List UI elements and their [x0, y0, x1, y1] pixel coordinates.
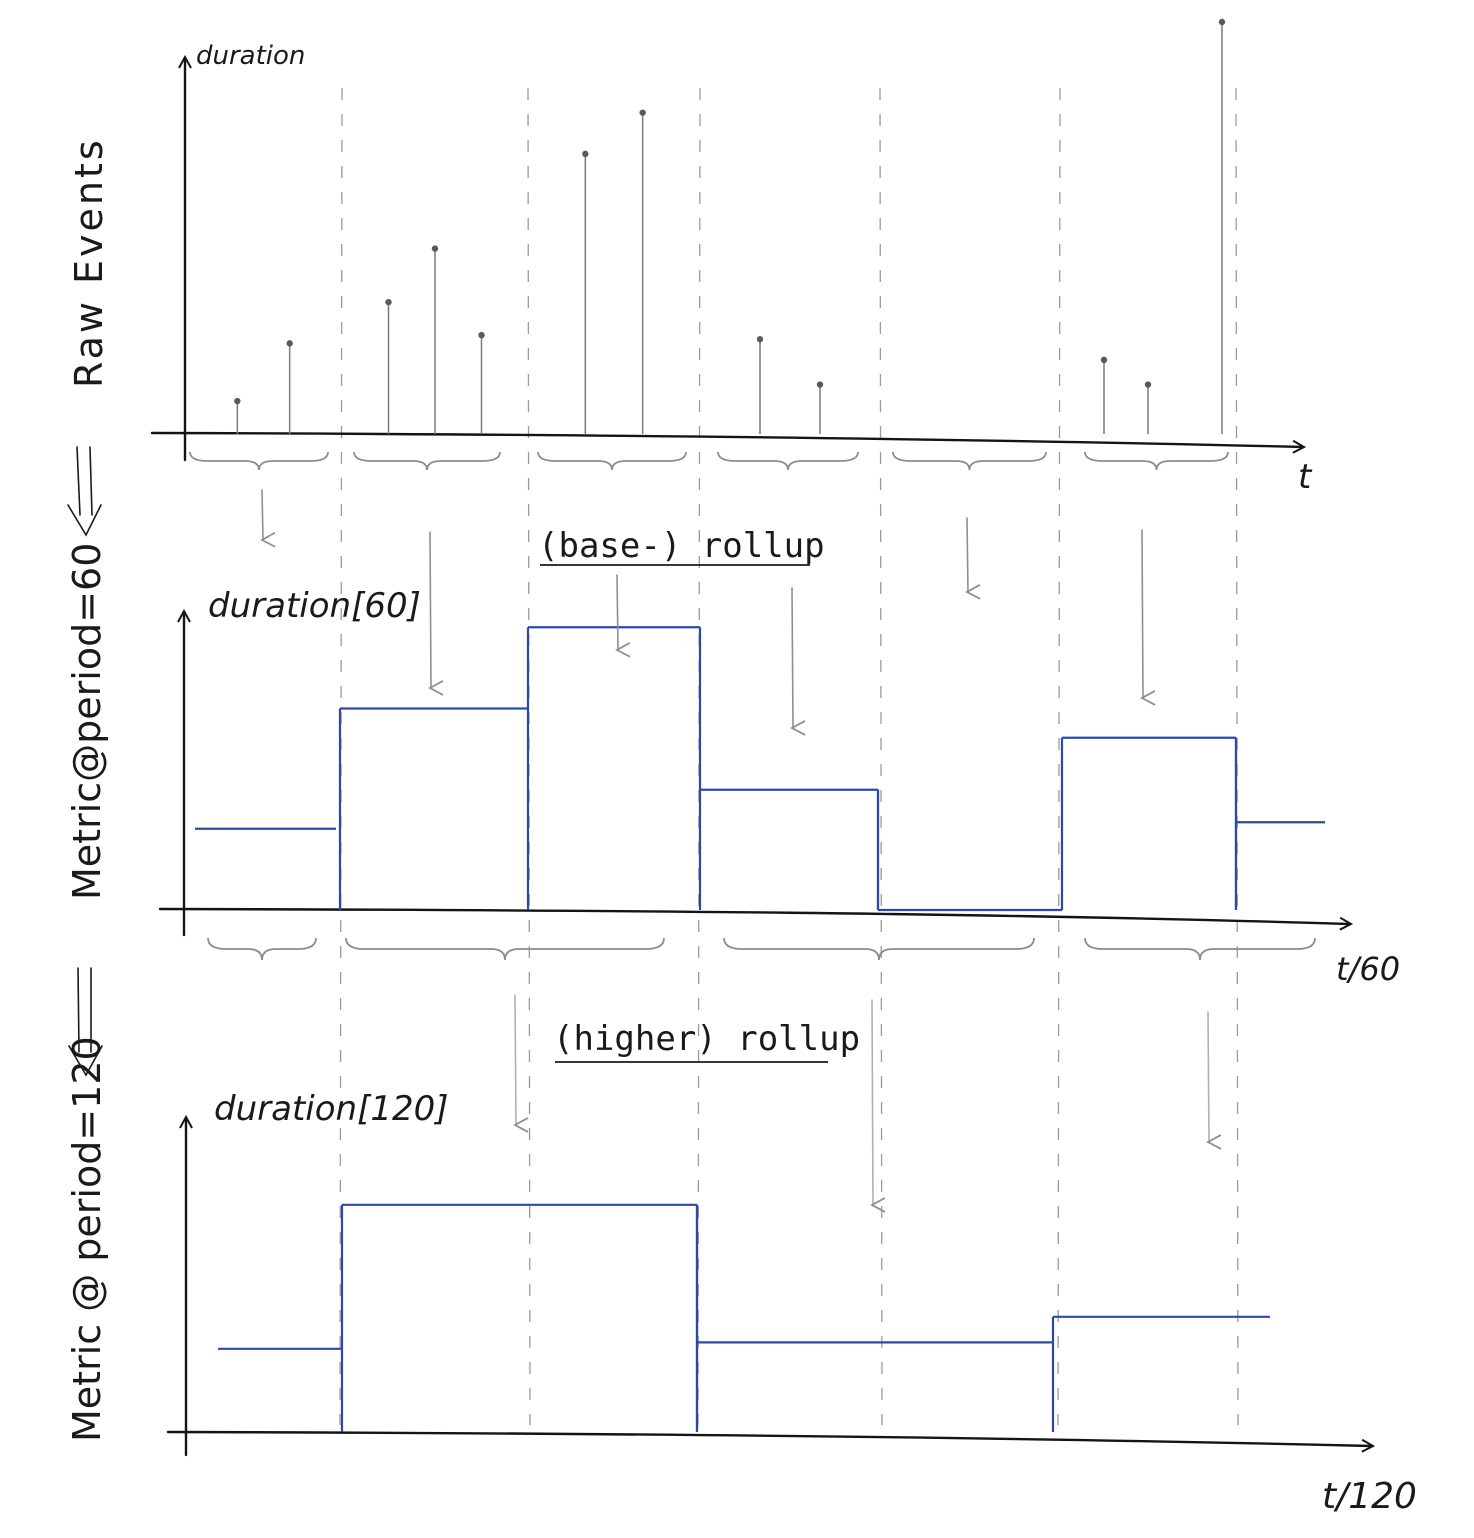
p60-interval-brace: [207, 937, 317, 961]
period-60-panel: duration[60] t/60 Metric@period=60: [65, 543, 1400, 988]
p60-interval-brace: [345, 937, 665, 961]
transition-arrow-1: [67, 446, 102, 537]
p120-x-axis: [166, 1430, 1372, 1446]
rollup-flow-arrow: [615, 574, 631, 658]
period-guide-line: [879, 87, 883, 1426]
p60-y-label: duration[60]: [208, 586, 421, 626]
rollup-flow-arrow: [1140, 529, 1156, 706]
p60-braces: [207, 937, 1316, 961]
raw-event-dot: [639, 109, 646, 116]
rollup-flow-arrow: [428, 531, 444, 696]
raw-interval-brace: [353, 451, 501, 471]
p60-x-label: t/60: [1336, 950, 1400, 988]
raw-interval-brace: [189, 451, 329, 471]
p60-interval-brace: [1084, 937, 1316, 961]
p60-x-axis: [158, 907, 1350, 924]
raw-event-dot: [816, 381, 824, 388]
raw-interval-brace: [537, 451, 687, 471]
raw-event-dot: [478, 331, 485, 339]
raw-interval-brace: [1084, 451, 1229, 471]
raw-event-dot: [234, 397, 241, 405]
raw-x-axis: [150, 431, 1303, 447]
p120-y-label: duration[120]: [214, 1089, 449, 1129]
raw-y-label: duration: [196, 41, 305, 71]
raw-braces: [189, 451, 1229, 471]
rollup-flow-arrow: [260, 489, 276, 548]
raw-interval-brace: [892, 451, 1047, 471]
raw-event-dot: [1218, 18, 1226, 26]
raw-events-panel: duration t Raw Events: [67, 18, 1313, 497]
p60-step-series: [195, 626, 1325, 912]
period-guides: [339, 87, 1239, 1426]
p120-side-label: Metric @ period=120: [65, 1036, 109, 1442]
p120-x-label: t/120: [1322, 1476, 1417, 1517]
raw-event-stems: [234, 18, 1226, 434]
flow-arrows: [260, 489, 1222, 1213]
raw-event-dot: [431, 245, 439, 252]
rollup-flow-arrow: [965, 517, 981, 600]
raw-event-dot: [1100, 356, 1108, 364]
raw-event-dot: [582, 150, 589, 158]
transition-arrow-2: [68, 967, 103, 1077]
raw-interval-brace: [717, 451, 859, 471]
rollup-flow-arrow: [1206, 1011, 1222, 1150]
rollup-flow-arrow: [870, 999, 886, 1213]
higher-rollup-caption: (higher) rollup: [553, 1019, 860, 1059]
period-guide-line: [1057, 87, 1061, 1426]
p60-interval-brace: [723, 937, 1035, 961]
raw-event-dot: [385, 298, 392, 306]
p60-side-label: Metric@period=60: [65, 543, 109, 900]
raw-event-dot: [286, 340, 293, 347]
raw-event-dot: [1144, 381, 1152, 388]
p120-step-series: [218, 1203, 1270, 1432]
raw-event-dot: [756, 336, 764, 343]
rollup-flow-arrow: [790, 587, 806, 736]
raw-x-label: t: [1298, 457, 1313, 497]
raw-side-label: Raw Events: [67, 137, 111, 388]
base-rollup-caption: (base-) rollup: [538, 526, 825, 566]
rollup-flow-arrow: [513, 994, 529, 1133]
period-120-panel: duration[120] t/120 Metric @ period=120: [65, 1036, 1417, 1517]
